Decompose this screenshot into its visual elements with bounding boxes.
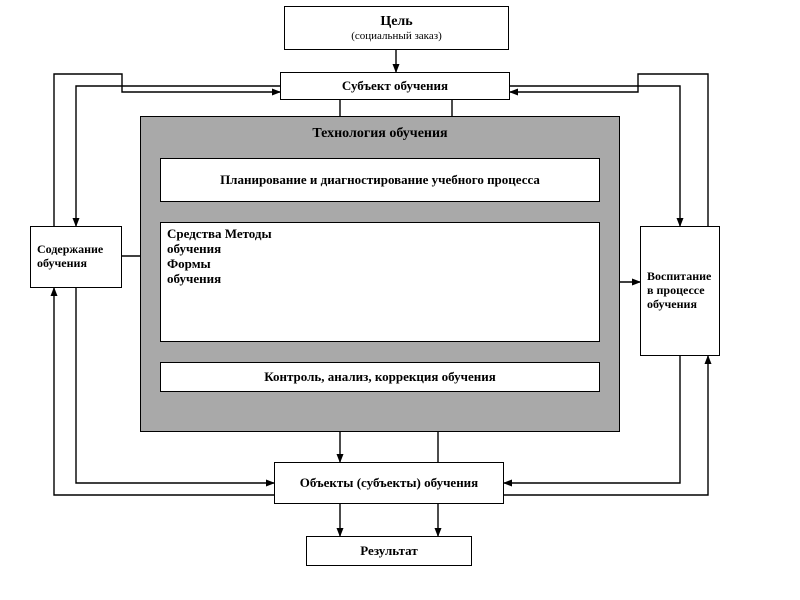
planning-label: Планирование и диагностирование учебного… bbox=[220, 173, 540, 188]
goal-box: Цель (социальный заказ) bbox=[284, 6, 509, 50]
control-label: Контроль, анализ, коррекция обучения bbox=[264, 370, 496, 385]
objects-box: Объекты (субъекты) обучения bbox=[274, 462, 504, 504]
means-box: Средства Методы обучения Формы обучения bbox=[160, 222, 600, 342]
result-box: Результат bbox=[306, 536, 472, 566]
means-line4: обучения bbox=[167, 272, 221, 287]
technology-panel-title: Технология обучения bbox=[240, 126, 520, 142]
means-line1: Средства Методы bbox=[167, 227, 272, 242]
means-line2: обучения bbox=[167, 242, 221, 257]
content-box: Содержание обучения bbox=[30, 226, 122, 288]
objects-label: Объекты (субъекты) обучения bbox=[300, 476, 478, 491]
subject-label: Субъект обучения bbox=[342, 79, 448, 94]
education-box: Воспитание в процессе обучения bbox=[640, 226, 720, 356]
diagram-canvas: Технология обучения Цель (социальный зак… bbox=[0, 0, 800, 600]
content-label: Содержание обучения bbox=[37, 243, 115, 271]
goal-subtitle: (социальный заказ) bbox=[351, 30, 442, 43]
planning-box: Планирование и диагностирование учебного… bbox=[160, 158, 600, 202]
control-box: Контроль, анализ, коррекция обучения bbox=[160, 362, 600, 392]
result-label: Результат bbox=[360, 544, 417, 559]
goal-title: Цель bbox=[380, 14, 412, 30]
education-label: Воспитание в процессе обучения bbox=[647, 270, 713, 311]
means-line3: Формы bbox=[167, 257, 211, 272]
subject-box: Субъект обучения bbox=[280, 72, 510, 100]
